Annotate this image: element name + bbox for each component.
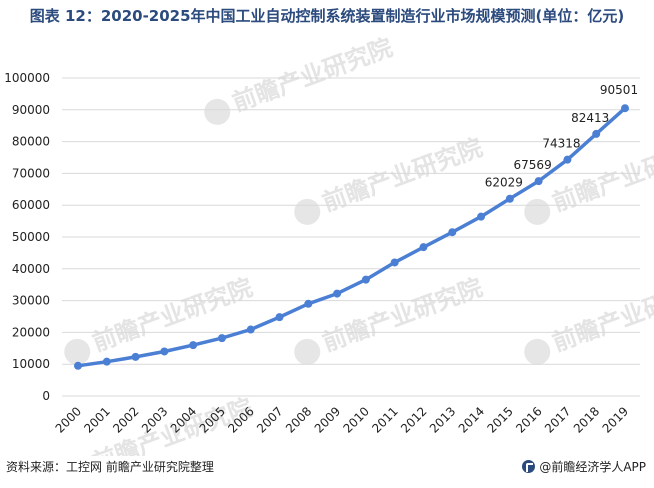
data-point — [275, 313, 284, 322]
data-point — [333, 289, 342, 298]
x-tick-label: 2012 — [398, 404, 429, 435]
data-point — [448, 228, 457, 237]
data-label: 67569 — [514, 158, 552, 172]
series-layer — [74, 104, 629, 370]
y-tick-label: 10000 — [12, 357, 50, 371]
brand-label: @前瞻经济学人APP — [539, 460, 646, 474]
data-point — [189, 341, 198, 350]
data-point — [217, 334, 226, 343]
y-tick-label: 20000 — [12, 325, 50, 339]
chart-title: 图表 12：2020-2025年中国工业自动控制系统装置制造行业市场规模预测(单… — [29, 7, 625, 25]
watermark: 前瞻产业研究院 — [294, 133, 486, 225]
watermark: 前瞻产业研究院 — [204, 33, 396, 125]
data-label: 82413 — [571, 111, 609, 125]
x-tick-label: 2019 — [600, 404, 631, 435]
watermark-text: 前瞻产业研究院 — [229, 33, 396, 117]
x-tick-label: 2010 — [341, 404, 372, 435]
data-point — [477, 212, 486, 221]
x-tick-label: 2015 — [484, 404, 515, 435]
data-point — [419, 243, 428, 252]
x-tick-label: 2016 — [513, 404, 544, 435]
data-label: 74318 — [542, 137, 580, 151]
data-point — [131, 352, 140, 361]
watermark-text: 前瞻产业研究院 — [319, 133, 486, 217]
x-tick-label: 2009 — [312, 404, 343, 435]
data-point — [304, 299, 313, 308]
series-line — [76, 106, 627, 368]
y-tick-label: 40000 — [12, 262, 50, 276]
data-point — [102, 357, 111, 366]
y-axis: 0 10000 20000 30000 40000 50000 60000 70000 8000… — [4, 71, 50, 403]
x-tick-label: 2002 — [110, 404, 141, 435]
watermark-text: 前瞻产业研究院 — [549, 273, 654, 357]
data-label: 90501 — [600, 83, 638, 97]
data-point — [361, 275, 370, 284]
data-point — [390, 258, 399, 267]
footer — [0, 456, 654, 488]
x-tick-label: 2001 — [81, 404, 112, 435]
x-tick-label: 2013 — [427, 404, 458, 435]
watermark-logo-icon — [204, 98, 231, 125]
x-tick-label: 2008 — [283, 404, 314, 435]
brand: @前瞻经济学人APP — [522, 458, 646, 475]
brand-logo-icon — [522, 460, 536, 473]
y-tick-label: 60000 — [12, 198, 50, 212]
y-tick-label: 90000 — [12, 103, 50, 117]
data-point — [592, 129, 601, 138]
data-point — [505, 194, 514, 203]
data-point — [621, 104, 629, 113]
watermark-logo-icon — [294, 338, 321, 365]
y-tick-label: 0 — [42, 389, 50, 403]
x-tick-label: 2017 — [542, 404, 573, 435]
y-tick-label: 30000 — [12, 294, 50, 308]
data-point — [246, 325, 255, 334]
data-label: 62029 — [485, 176, 523, 190]
watermark-logo-icon — [524, 338, 551, 365]
watermark-text: 前瞻产业研究院 — [89, 273, 256, 357]
watermark-logo-icon — [64, 338, 91, 365]
watermark-logo-icon — [294, 198, 321, 225]
y-tick-label: 70000 — [12, 166, 50, 180]
watermark: 前瞻产业研究院 — [294, 273, 486, 365]
watermark-logo-icon — [524, 198, 551, 225]
data-point — [534, 177, 543, 186]
x-tick-label: 2000 — [53, 404, 84, 435]
y-tick-label: 50000 — [12, 230, 50, 244]
y-tick-label: 100000 — [4, 71, 50, 85]
source-note: 资料来源：工控网 前瞻产业研究院整理 — [6, 460, 214, 474]
x-tick-label: 2018 — [571, 404, 602, 435]
x-tick-label: 2014 — [456, 404, 487, 435]
x-tick-label: 2007 — [254, 404, 285, 435]
x-axis: 2000200120022003200420052006200720082009… — [53, 404, 631, 435]
x-tick-label: 2011 — [369, 404, 400, 435]
watermark: 前瞻产业研究院 — [524, 273, 654, 365]
grid-lines — [62, 77, 640, 397]
data-labels: 62029 67569 74318 82413 90501 — [485, 83, 638, 190]
data-point — [563, 155, 572, 164]
data-point — [160, 347, 169, 356]
watermark-text: 前瞻产业研究院 — [319, 273, 486, 357]
y-tick-label: 80000 — [12, 135, 50, 149]
data-point — [74, 361, 82, 370]
